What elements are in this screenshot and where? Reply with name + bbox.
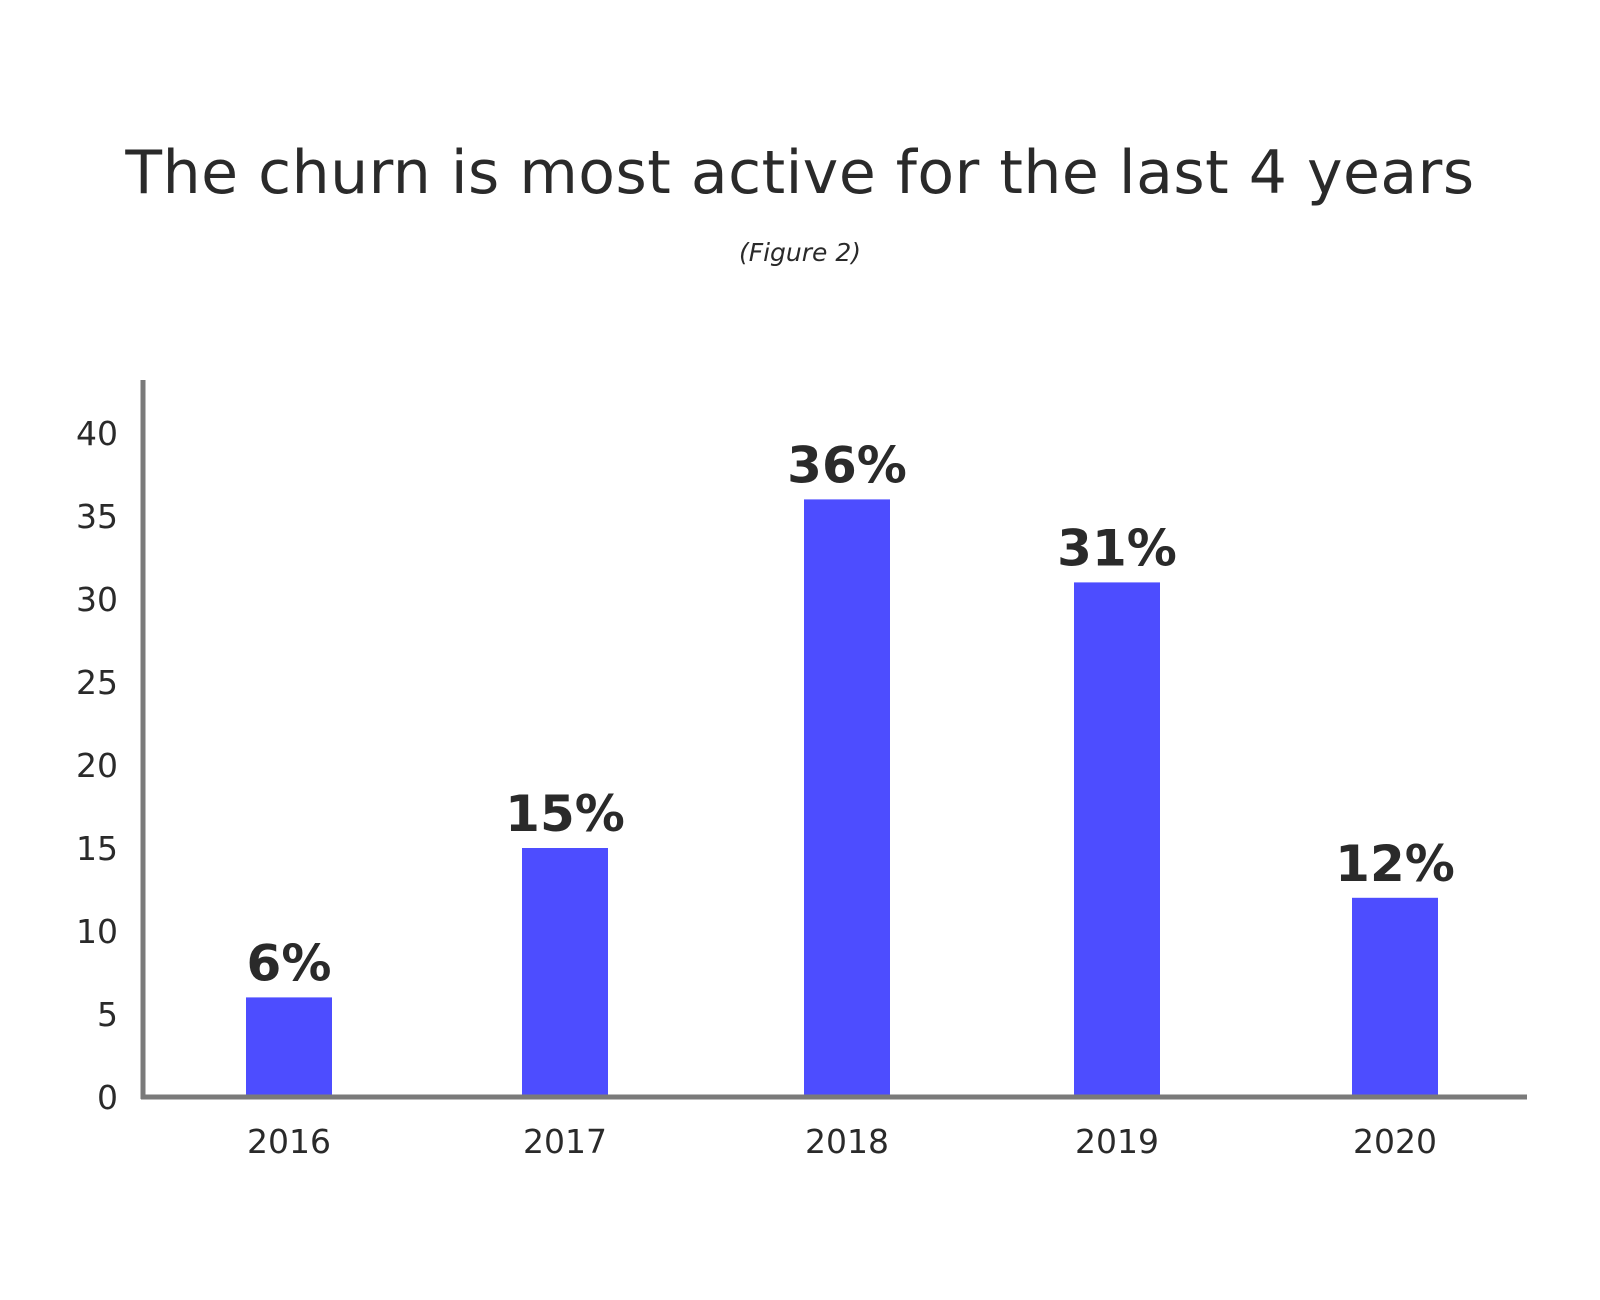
x-tick-label: 2018 <box>805 1122 889 1161</box>
y-tick-label: 30 <box>76 580 118 619</box>
y-tick-label: 10 <box>76 912 118 951</box>
data-label-2020: 12% <box>1335 835 1455 893</box>
y-tick-label: 40 <box>76 414 118 453</box>
data-label-2018: 36% <box>787 436 907 494</box>
x-tick-label: 2016 <box>247 1122 331 1161</box>
y-tick-label: 20 <box>76 746 118 785</box>
x-tick-label: 2019 <box>1075 1122 1159 1161</box>
data-label-2019: 31% <box>1057 519 1177 577</box>
data-labels: 6% 15% 36% 31% 12% <box>247 436 1455 992</box>
bars <box>246 499 1438 1095</box>
y-axis-ticks: 0 5 10 15 20 25 30 35 40 <box>76 414 118 1117</box>
chart-subtitle: (Figure 2) <box>738 238 862 267</box>
bar-2016 <box>246 997 332 1095</box>
y-tick-label: 0 <box>97 1078 118 1117</box>
x-axis-ticks: 2016 2017 2018 2019 2020 <box>247 1122 1437 1161</box>
y-tick-label: 5 <box>97 995 118 1034</box>
bar-2018 <box>804 499 890 1095</box>
y-tick-label: 15 <box>76 829 118 868</box>
y-tick-label: 25 <box>76 663 118 702</box>
bar-2020 <box>1352 897 1438 1095</box>
x-tick-label: 2017 <box>523 1122 607 1161</box>
chart-title: The churn is most active for the last 4 … <box>125 138 1475 208</box>
x-tick-label: 2020 <box>1353 1122 1437 1161</box>
data-label-2017: 15% <box>505 785 625 843</box>
y-tick-label: 35 <box>76 497 118 536</box>
bar-2019 <box>1074 582 1160 1095</box>
bar-2017 <box>522 848 608 1095</box>
data-label-2016: 6% <box>247 934 332 992</box>
